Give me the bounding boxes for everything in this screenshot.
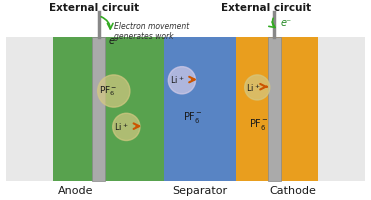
Text: Anode: Anode xyxy=(58,185,94,195)
Text: External circuit: External circuit xyxy=(49,3,139,13)
Circle shape xyxy=(113,114,140,141)
FancyBboxPatch shape xyxy=(268,38,280,181)
FancyBboxPatch shape xyxy=(236,38,318,181)
Text: Separator: Separator xyxy=(172,185,227,195)
FancyBboxPatch shape xyxy=(318,38,365,181)
Text: e⁻: e⁻ xyxy=(280,18,292,28)
Text: Li$^+$: Li$^+$ xyxy=(246,81,261,93)
Circle shape xyxy=(98,75,130,108)
FancyBboxPatch shape xyxy=(164,38,236,181)
Circle shape xyxy=(168,67,196,94)
Circle shape xyxy=(245,75,270,100)
Text: PF$_6^-$: PF$_6^-$ xyxy=(183,109,203,124)
Text: Electron movement
generates work: Electron movement generates work xyxy=(114,22,189,41)
Text: PF$_6^-$: PF$_6^-$ xyxy=(99,84,118,98)
Text: Li$^+$: Li$^+$ xyxy=(114,121,129,132)
Text: Cathode: Cathode xyxy=(270,185,316,195)
Text: Li$^+$: Li$^+$ xyxy=(170,74,185,86)
Text: e⁻: e⁻ xyxy=(108,35,119,45)
FancyBboxPatch shape xyxy=(92,38,105,181)
FancyBboxPatch shape xyxy=(6,38,53,181)
Text: External circuit: External circuit xyxy=(221,3,312,13)
FancyBboxPatch shape xyxy=(53,38,164,181)
Text: PF$_6^-$: PF$_6^-$ xyxy=(249,116,269,131)
